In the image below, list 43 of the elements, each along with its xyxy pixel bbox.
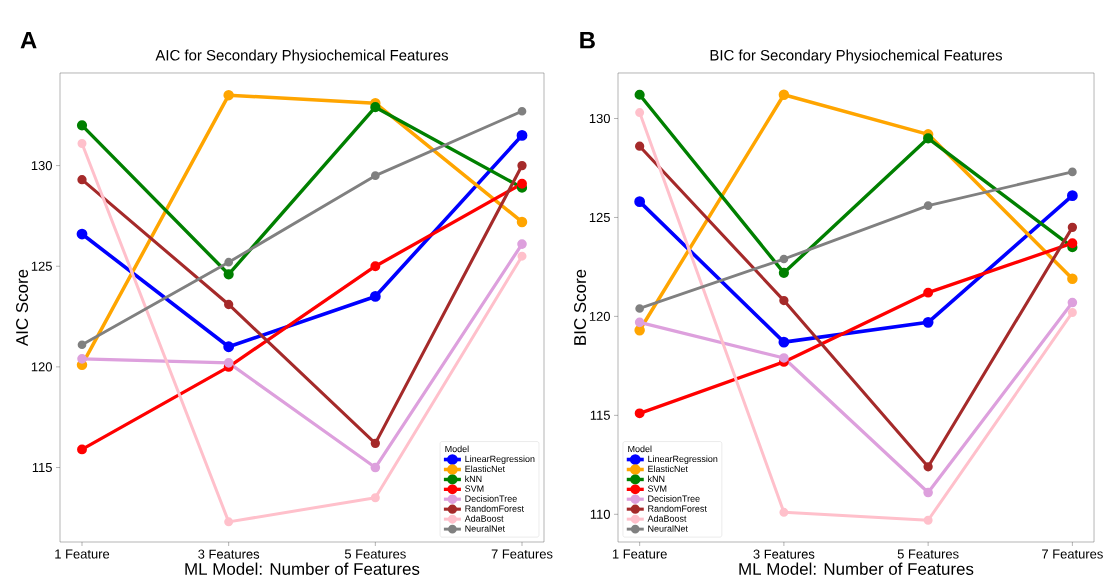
x-tick-label: 3 Features: [753, 549, 815, 559]
y-tick-label: 115: [590, 410, 610, 420]
y-tick-label: 120: [589, 311, 610, 321]
x-tick-label: 1 Feature: [55, 549, 110, 559]
x-tick-label: 7 Features: [491, 549, 553, 559]
legend-label: SVM: [465, 485, 484, 492]
text: B: [580, 31, 595, 49]
legend-label: DecisionTree: [648, 495, 700, 502]
y-tick-label: 110: [590, 509, 610, 519]
x-axis-title: ML Model: Number of Features: [185, 562, 420, 575]
text: A: [20, 31, 37, 49]
legend-label: DecisionTree: [465, 495, 517, 502]
legend-label: NeuralNet: [465, 525, 505, 532]
legend-label: NeuralNet: [648, 525, 688, 532]
legend-label: AdaBoost: [464, 515, 504, 522]
legend-label: LinearRegression: [648, 455, 718, 464]
legend-title: Model: [445, 445, 469, 453]
legend-label: LinearRegression: [465, 455, 535, 464]
x-tick-label: 1 Feature: [612, 549, 667, 559]
legend-label: kNN: [648, 475, 665, 482]
legend-label: kNN: [465, 475, 482, 482]
x-tick-label: 7 Features: [1042, 549, 1103, 559]
legend-label: RandomForest: [465, 505, 524, 512]
y-tick-label: 120: [31, 362, 52, 372]
y-axis-title: AIC Score: [16, 269, 29, 347]
y-tick-label: 115: [32, 463, 52, 473]
x-tick-label: 5 Features: [897, 549, 959, 559]
chart-title: AIC for Secondary Physiochemical Features: [155, 49, 449, 64]
legend-label: RandomForest: [648, 505, 707, 512]
chart-title: BIC for Secondary Physiochemical Features: [710, 49, 1003, 64]
legend-title: Model: [628, 445, 652, 453]
legend-label: AdaBoost: [647, 515, 687, 522]
legend-label: SVM: [647, 485, 667, 492]
x-tick-label: 3 Features: [198, 549, 260, 559]
y-tick-label: 125: [31, 261, 52, 271]
y-tick-label: 125: [589, 212, 610, 223]
y-tick-label: 130: [31, 161, 52, 171]
y-axis-title: BIC Score: [574, 269, 587, 345]
x-axis-title: ML Model: Number of Features: [739, 562, 974, 575]
x-tick-label: 5 Features: [344, 549, 406, 559]
legend-label: ElasticNet: [648, 465, 688, 473]
y-tick-label: 130: [589, 113, 610, 124]
legend-label: ElasticNet: [465, 465, 505, 473]
